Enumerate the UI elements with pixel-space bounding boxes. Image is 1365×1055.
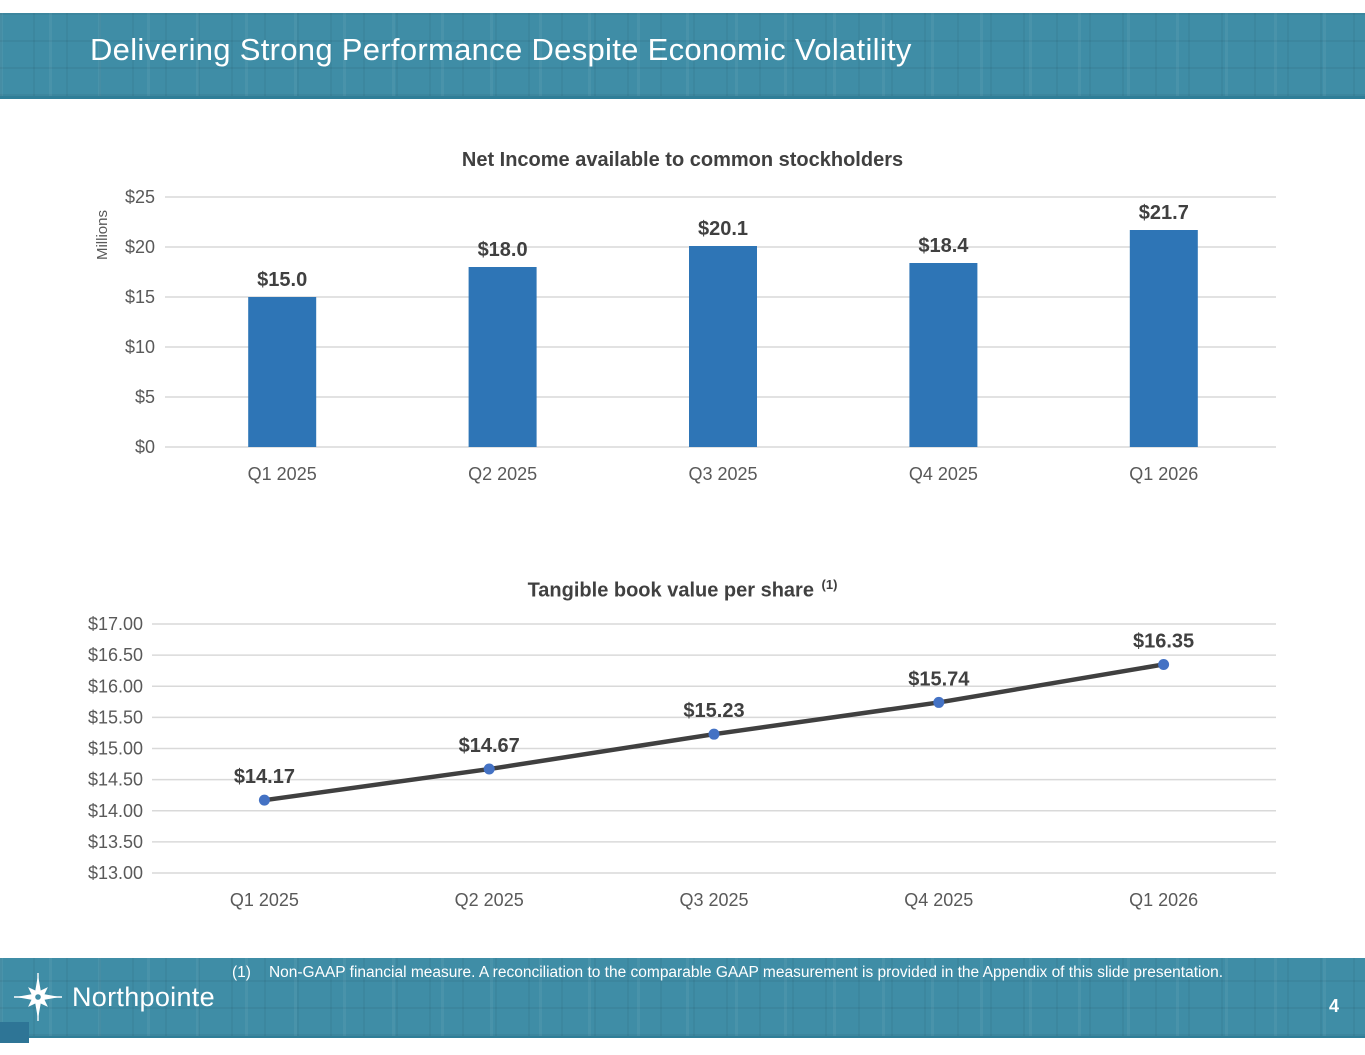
slide-title: Delivering Strong Performance Despite Ec… [90,31,912,67]
svg-text:Q3 2025: Q3 2025 [688,464,757,484]
svg-text:$14.17: $14.17 [234,766,295,788]
svg-text:$15.74: $15.74 [908,668,970,690]
corner-accent-square [0,1022,29,1043]
svg-text:$13.00: $13.00 [88,863,143,883]
svg-text:Q3 2025: Q3 2025 [679,890,748,910]
svg-text:Q1 2025: Q1 2025 [230,890,299,910]
page-number: 4 [1328,996,1339,1016]
svg-text:Q1 2026: Q1 2026 [1129,464,1198,484]
svg-text:$17.00: $17.00 [88,614,143,634]
svg-text:$18.4: $18.4 [918,235,969,257]
svg-text:Millions: Millions [94,210,111,260]
footnote-text: Non-GAAP financial measure. A reconcilia… [268,964,1224,981]
svg-text:Q4 2025: Q4 2025 [904,890,973,910]
svg-text:$15.50: $15.50 [88,707,143,727]
footnote: (1) Non-GAAP financial measure. A reconci… [232,964,1223,982]
svg-text:$10: $10 [125,337,155,357]
svg-text:$0: $0 [135,437,155,457]
svg-text:Q2 2025: Q2 2025 [468,464,537,484]
compass-rose-icon [14,973,62,1021]
svg-text:Q1 2025: Q1 2025 [248,464,317,484]
svg-text:$25: $25 [125,187,155,207]
svg-text:$16.50: $16.50 [88,645,143,665]
svg-text:$14.00: $14.00 [88,801,143,821]
svg-text:Q4 2025: Q4 2025 [909,464,978,484]
footnote-marker: (1) [232,964,251,981]
svg-text:Q2 2025: Q2 2025 [455,890,524,910]
bar-chart-title: Net Income available to common stockhold… [0,149,1365,172]
svg-text:$15: $15 [125,287,155,307]
svg-text:$16.00: $16.00 [88,676,143,696]
svg-text:$20: $20 [125,237,155,257]
line-chart-title-footnote-ref: (1) [821,577,838,592]
tangible-book-value-line-chart: $13.00 $13.50 $14.00 $14.50 $15.00 $15.50 $16.… [88,614,1276,910]
svg-text:$15.00: $15.00 [88,739,143,759]
bar-chart-title-text: Net Income available to common stockhold… [461,149,904,171]
svg-text:Q1 2026: Q1 2026 [1129,890,1198,910]
line-chart-title: Tangible book value per share (1) [0,577,1365,603]
svg-text:$13.50: $13.50 [88,832,143,852]
slide-header-band: Delivering Strong Performance Despite Ec… [0,13,1365,99]
net-income-bar-chart: $0 $5 $10 $15 $20 $25 Millions $15.0 Q1 2025 $18.… [94,187,1276,484]
company-logo-text: Northpointe [72,981,215,1012]
svg-text:$18.0: $18.0 [478,239,528,261]
svg-text:$21.7: $21.7 [1139,202,1189,224]
company-logo: Northpointe [14,973,215,1021]
svg-text:$15.23: $15.23 [683,700,744,722]
svg-text:$20.1: $20.1 [698,218,748,240]
svg-text:$15.0: $15.0 [257,269,307,291]
svg-text:$14.50: $14.50 [88,770,143,790]
svg-text:$16.35: $16.35 [1133,630,1194,652]
svg-text:$5: $5 [135,387,155,407]
slide-footer-band: (1) Non-GAAP financial measure. A reconci… [0,958,1365,1038]
line-chart-title-text: Tangible book value per share [527,579,814,602]
svg-text:$14.67: $14.67 [459,735,520,757]
